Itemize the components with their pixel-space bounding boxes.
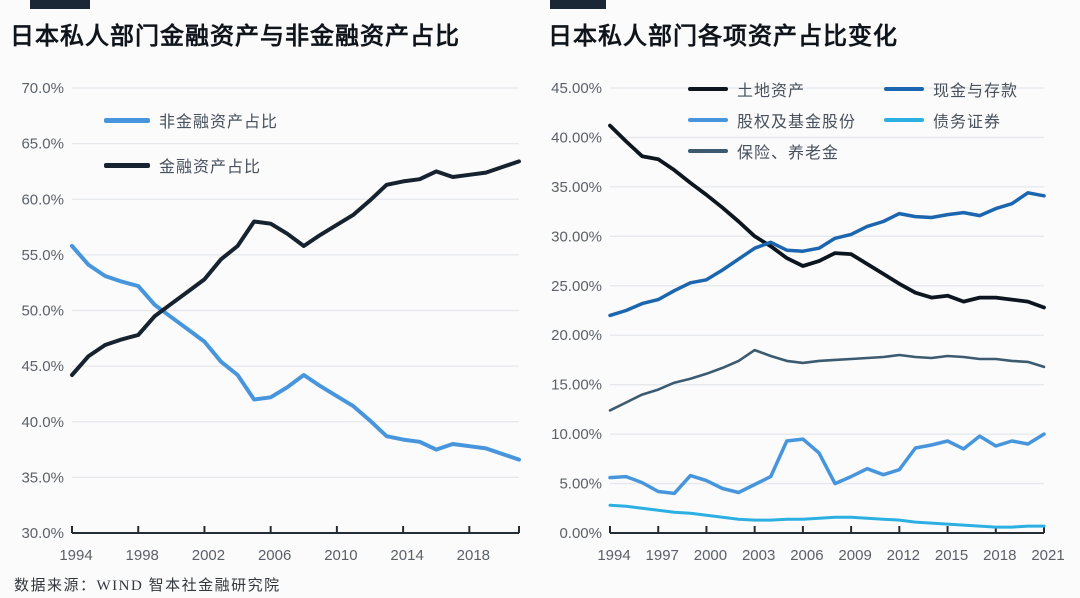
series-line-1: [608, 191, 1046, 318]
y-tick-label: 15.00%: [551, 377, 602, 394]
x-tick-label: 1998: [126, 547, 159, 564]
y-tick-label: 35.00%: [551, 179, 602, 196]
right-chart-legend: 土地资产 现金与存款 股权及基金股份 债务证券 保险、养老金: [688, 77, 1018, 163]
nonfinancial-assets-legend-label: 非金融资产占比: [159, 114, 279, 131]
x-tick-label: 1997: [646, 547, 679, 564]
y-tick-label: 45.00%: [551, 80, 602, 97]
y-tick-label: 70.0%: [21, 80, 64, 97]
nonfinancial-assets-line-swatch: [104, 117, 150, 123]
left-chart-legend: 非金融资产占比 金融资产占比: [104, 108, 278, 198]
legend-item-insurance-pension: 保险、养老金: [688, 139, 884, 163]
legend-item-equity-funds: 股权及基金股份: [688, 108, 884, 132]
y-tick-label: 50.0%: [21, 303, 64, 320]
x-tick-label: 1994: [59, 547, 92, 564]
series-line-0: [70, 244, 521, 462]
x-tick-label: 2010: [324, 547, 357, 564]
y-tick-label: 0.00%: [559, 525, 602, 542]
y-tick-label: 5.00%: [559, 476, 602, 493]
x-tick-label: 2000: [694, 547, 727, 564]
left-chart-title: 日本私人部门金融资产与非金融资产占比: [10, 23, 460, 50]
series-line-1: [70, 159, 521, 377]
y-tick-label: 65.0%: [21, 136, 64, 153]
left-chart-plot: 70.0% 65.0% 60.0% 55.0% 50.0% 45.0% 40.0% 35.0%…: [21, 80, 521, 564]
right-chart-panel: 日本私人部门各项资产占比变化 45.00% 40.00% 35.00% 30.00% 2…: [540, 0, 1080, 570]
series-line-4: [608, 348, 1046, 412]
source-note: 数据来源：WIND 智本社金融研究院: [14, 578, 281, 594]
y-tick-label: 55.0%: [21, 247, 64, 264]
insurance-pension-legend-label: 保险、养老金: [737, 145, 840, 162]
land-assets-legend-label: 土地资产: [737, 83, 806, 100]
y-tick-label: 10.00%: [551, 426, 602, 443]
legend-item-nonfinancial-assets: 非金融资产占比: [104, 108, 278, 132]
x-tick-label: 2006: [790, 547, 823, 564]
left-title-accent-bar: [30, 0, 90, 9]
cash-deposits-line-swatch: [884, 87, 924, 91]
legend-item-land-assets: 土地资产: [688, 77, 884, 101]
financial-assets-legend-label: 金融资产占比: [159, 159, 262, 176]
cash-deposits-legend-label: 现金与存款: [933, 83, 1019, 100]
right-chart-plot: 45.00% 40.00% 35.00% 30.00% 25.00% 20.00% 15.0…: [551, 80, 1065, 564]
x-tick-label: 2002: [192, 547, 225, 564]
y-tick-label: 40.0%: [21, 414, 64, 431]
debt-securities-line-swatch: [884, 118, 924, 122]
series-line-0: [608, 123, 1046, 310]
y-tick-label: 45.0%: [21, 358, 64, 375]
debt-securities-legend-label: 债务证券: [933, 114, 1002, 131]
x-tick-label: 2012: [887, 547, 920, 564]
financial-assets-line-swatch: [104, 162, 150, 168]
series-line-3: [608, 503, 1046, 529]
legend-item-debt-securities: 债务证券: [884, 108, 1018, 132]
y-tick-label: 35.0%: [21, 469, 64, 486]
x-tick-label: 2015: [935, 547, 968, 564]
x-tick-label: 2009: [838, 547, 871, 564]
y-tick-label: 25.00%: [551, 278, 602, 295]
x-tick-label: 2006: [258, 547, 291, 564]
right-chart-title: 日本私人部门各项资产占比变化: [548, 23, 898, 50]
insurance-pension-line-swatch: [688, 149, 728, 153]
legend-item-financial-assets: 金融资产占比: [104, 153, 278, 177]
y-tick-label: 30.0%: [21, 525, 64, 542]
right-title-accent-bar: [550, 0, 606, 9]
y-tick-label: 40.00%: [551, 129, 602, 146]
y-tick-label: 30.00%: [551, 228, 602, 245]
series-line-2: [608, 432, 1046, 496]
land-assets-line-swatch: [688, 87, 728, 91]
y-tick-label: 60.0%: [21, 191, 64, 208]
x-tick-label: 2003: [742, 547, 775, 564]
x-tick-label: 2021: [1031, 547, 1064, 564]
equity-funds-legend-label: 股权及基金股份: [737, 114, 857, 131]
y-tick-label: 20.00%: [551, 327, 602, 344]
left-chart-panel: 日本私人部门金融资产与非金融资产占比 70.0% 65.0% 60.0% 55.0% 5…: [0, 0, 540, 570]
legend-item-cash-deposits: 现金与存款: [884, 77, 1018, 101]
x-tick-label: 2018: [457, 547, 490, 564]
x-tick-label: 2014: [390, 547, 423, 564]
x-tick-label: 1994: [597, 547, 630, 564]
x-tick-label: 2018: [983, 547, 1016, 564]
equity-funds-line-swatch: [688, 118, 728, 122]
